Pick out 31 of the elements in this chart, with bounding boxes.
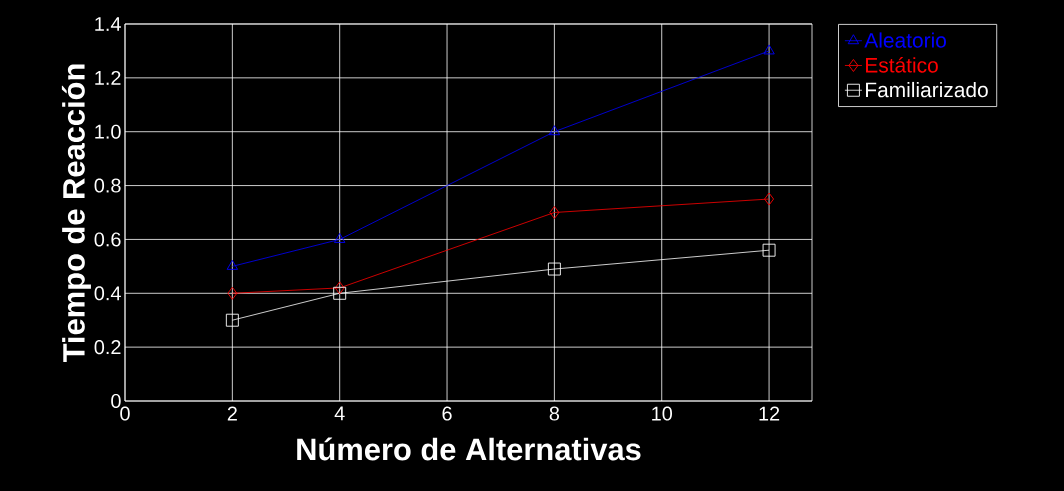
x-tick-label: 8 (549, 406, 560, 421)
x-axis-title: Número de Alternativas (297, 437, 641, 461)
y-tick-label: 0 (111, 393, 121, 409)
point (334, 281, 345, 295)
legend-label: Aleatorio (864, 32, 946, 48)
point (226, 259, 238, 270)
point (547, 262, 561, 276)
x-tick-label: 4 (334, 406, 345, 421)
point (334, 232, 346, 243)
point (549, 206, 560, 219)
legend-label: Familiarizado (866, 81, 988, 98)
x-tick-label: 10 (652, 406, 673, 421)
x-tick-label: 12 (759, 406, 780, 421)
y-tick-label: 0.6 (94, 232, 121, 247)
y-tick-label: 1.0 (95, 124, 121, 139)
y-tick-label: 0.2 (94, 340, 121, 355)
x-tick-label: 2 (227, 406, 237, 421)
y-tick-label: 1.2 (95, 70, 121, 85)
y-tick-label: 0.4 (94, 286, 121, 301)
legend-label: Estático (866, 57, 938, 73)
x-tick-label: 6 (442, 406, 452, 421)
point (333, 286, 347, 300)
point (764, 192, 775, 206)
y-tick-label: 1.4 (95, 17, 121, 31)
y-axis-title: Tiempo de Reacción (61, 64, 91, 363)
y-tick-label: 0.8 (94, 178, 121, 193)
point (227, 286, 238, 300)
point (762, 243, 776, 257)
point (548, 125, 561, 136)
point (225, 313, 239, 327)
point (763, 44, 775, 55)
